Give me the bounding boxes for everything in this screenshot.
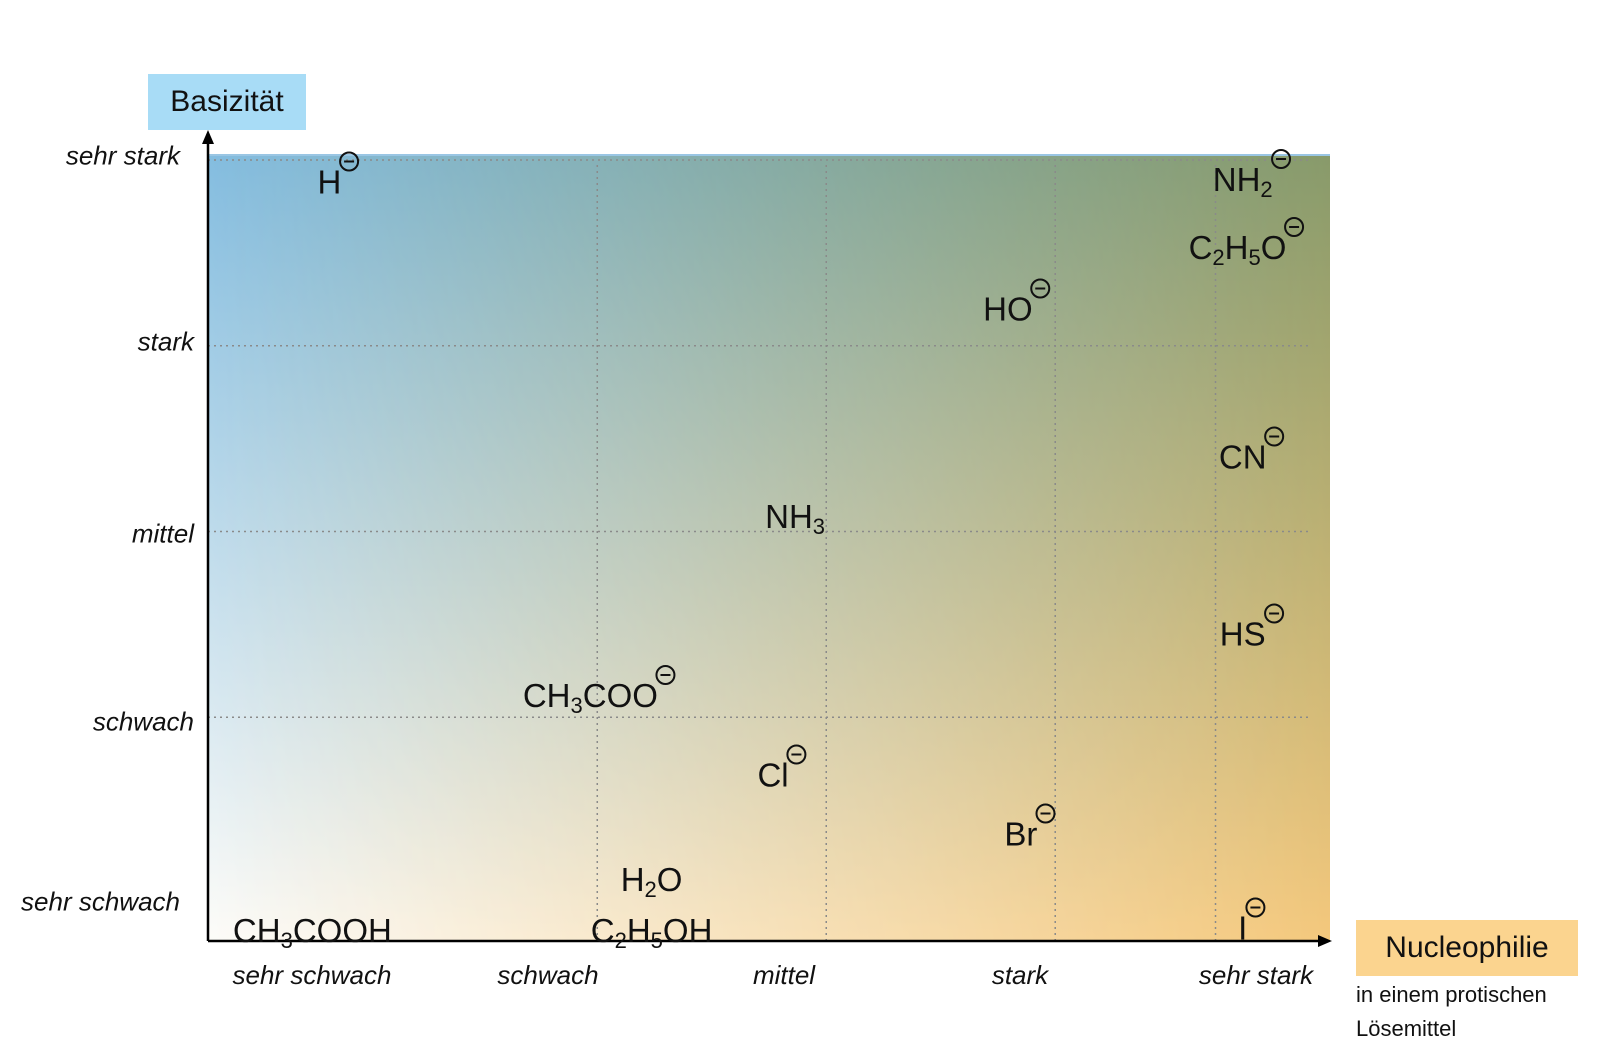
negative-charge-icon bbox=[786, 744, 807, 765]
x-tick-label: sehr stark bbox=[1198, 960, 1314, 990]
data-point-label: CH3COOH bbox=[232, 912, 392, 954]
negative-charge-icon bbox=[339, 151, 360, 172]
data-point-label: C2H5OH bbox=[590, 912, 713, 954]
negative-charge-icon bbox=[655, 665, 676, 686]
y-axis-label: Basizität bbox=[148, 74, 306, 130]
negative-charge-icon bbox=[1035, 803, 1056, 824]
x-tick-label: mittel bbox=[752, 960, 816, 990]
y-tick-label: sehr schwach bbox=[21, 886, 180, 917]
x-axis-arrow bbox=[1318, 935, 1332, 947]
data-point-label: NH2 bbox=[1213, 148, 1291, 201]
data-point-label: Br bbox=[1004, 803, 1056, 851]
x-tick-label: schwach bbox=[497, 960, 599, 990]
data-point-label: C2H5O bbox=[1189, 217, 1305, 269]
negative-charge-icon bbox=[1270, 148, 1291, 169]
data-point-label: I bbox=[1238, 897, 1266, 945]
y-axis-arrow bbox=[202, 130, 214, 144]
data-point-label: CH3COO bbox=[523, 665, 676, 717]
negative-charge-icon bbox=[1264, 426, 1285, 447]
grid bbox=[208, 154, 1330, 941]
y-tick-label: schwach bbox=[92, 706, 194, 737]
data-point-label: HO bbox=[983, 278, 1051, 326]
x-axis-label: Nucleophilie bbox=[1356, 920, 1578, 976]
data-point-label: Cl bbox=[757, 744, 807, 792]
negative-charge-icon bbox=[1245, 897, 1266, 918]
negative-charge-icon bbox=[1284, 217, 1305, 238]
y-tick-label: sehr stark bbox=[65, 140, 180, 171]
data-point-label: H2O bbox=[620, 861, 683, 903]
x-tick-label: sehr schwach bbox=[232, 960, 392, 990]
negative-charge-icon bbox=[1030, 278, 1051, 299]
x-axis-label-note: in einem protischen Lösemittel bbox=[1356, 982, 1547, 1041]
data-point-label: H bbox=[318, 151, 360, 198]
data-point-label: CN bbox=[1219, 426, 1285, 473]
negative-charge-icon bbox=[1263, 603, 1284, 624]
y-tick-label: stark bbox=[137, 326, 194, 357]
plot-area-overlay bbox=[208, 155, 1330, 941]
y-tick-label: mittel bbox=[131, 518, 194, 549]
x-tick-label: stark bbox=[991, 960, 1049, 990]
data-point-label: HS bbox=[1220, 603, 1284, 650]
data-point-label: NH3 bbox=[765, 497, 826, 539]
